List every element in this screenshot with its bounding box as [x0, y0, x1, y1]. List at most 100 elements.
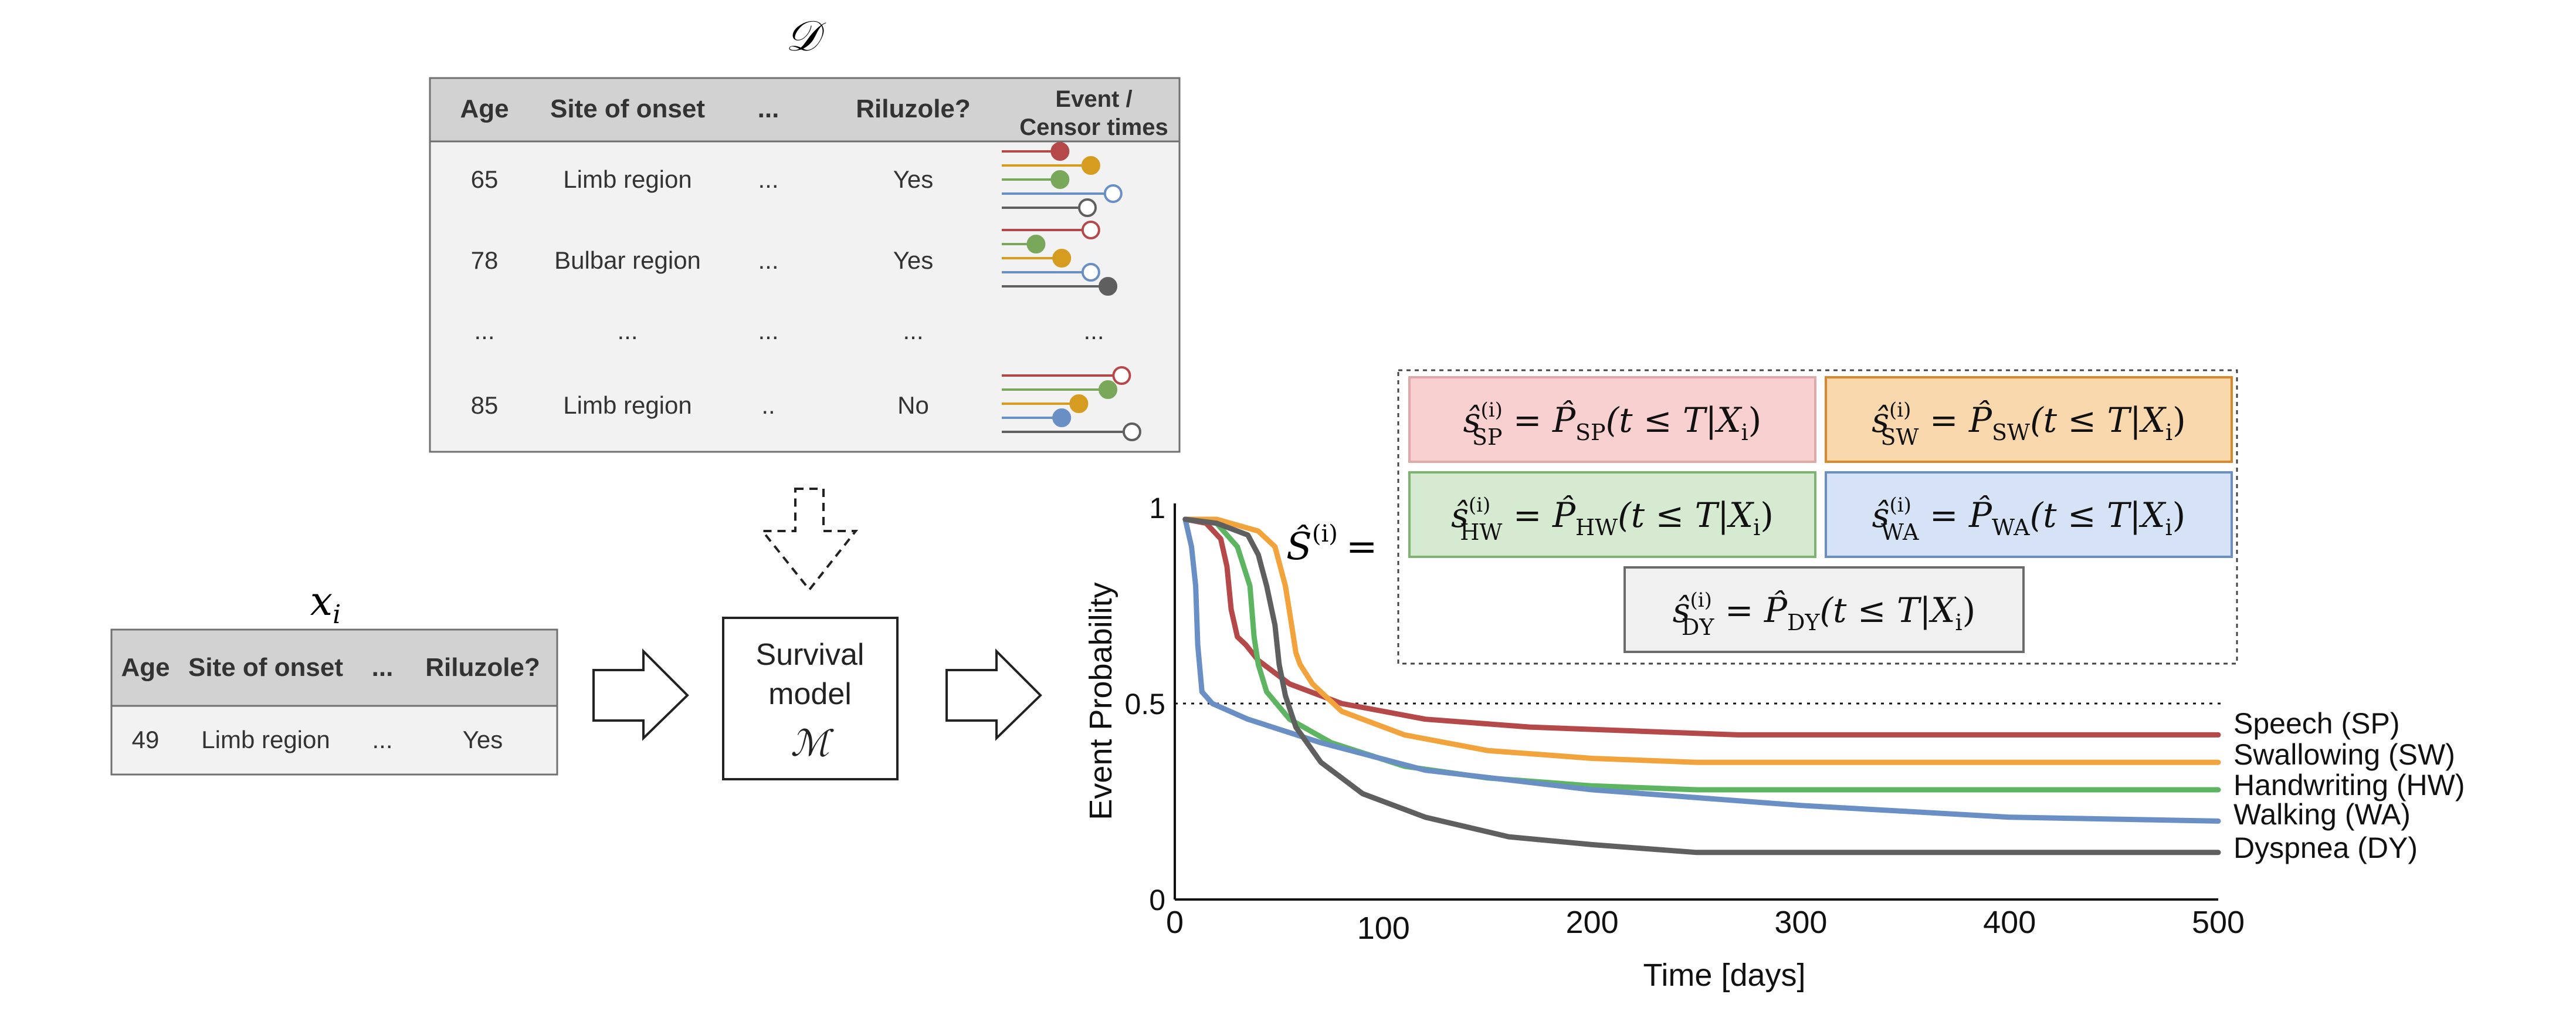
- formula-sub: WA: [1881, 519, 1919, 545]
- patient-cell: 49: [132, 726, 160, 753]
- formula-box-hw: [1408, 471, 1816, 558]
- y-tick-labels: 00.51: [1124, 492, 1165, 917]
- x-tick-label: 0: [1166, 905, 1184, 940]
- dataset-header-censor: Censor times: [1019, 114, 1168, 140]
- formula-sw: ŝ(i) SW = P̂SW(t ≤ T|Xi): [1872, 398, 2186, 450]
- s-hat-equals: =: [1346, 525, 1378, 569]
- dataset-table: 𝒟 Age Site of onset ... Riluzole? Event …: [429, 11, 1181, 453]
- formula-box-sp: [1408, 376, 1816, 463]
- formula-sub: HW: [1575, 515, 1618, 540]
- y-tick-label: 0.5: [1124, 688, 1165, 721]
- legend-label: Walking (WA): [2233, 798, 2411, 831]
- patient-header-ellipsis: ...: [372, 653, 394, 682]
- formula-sup: (i): [1889, 493, 1911, 517]
- dataset-cell: Yes: [893, 246, 934, 274]
- formula-condition: (t ≤ T|X: [1606, 400, 1743, 440]
- patient-cell: Yes: [463, 726, 503, 753]
- dataset-cell: Bulbar region: [554, 246, 701, 274]
- formula-sub: DY: [1787, 610, 1820, 635]
- patient-table: xi Age Site of onset ... Riluzole? 49 Li…: [110, 579, 558, 776]
- formula-wa: ŝ(i) WA = P̂WA(t ≤ T|Xi): [1872, 493, 2186, 545]
- formula-condition: (t ≤ T|X: [1820, 590, 1957, 630]
- patient-header-age: Age: [121, 653, 170, 682]
- series-line-3: [1182, 516, 2221, 824]
- event-marker: [1099, 277, 1118, 296]
- model-label-line2: model: [768, 677, 852, 711]
- formula-sup: (i): [1690, 589, 1711, 612]
- series-line-4: [1182, 516, 2221, 855]
- formula-sub: i: [2165, 515, 2172, 540]
- formula-close: ): [1760, 495, 1774, 535]
- dataset-cell: ...: [1083, 317, 1104, 344]
- formula-equals: =: [1919, 400, 1968, 440]
- x-tick-label: 100: [1357, 911, 1410, 946]
- formula-sup: (i): [1469, 493, 1490, 517]
- right-arrow-output: [945, 648, 1042, 741]
- formula-condition: (t ≤ T|X: [2030, 400, 2167, 440]
- formula-sub: WA: [1992, 515, 2030, 540]
- dataset-cell: ...: [617, 317, 638, 344]
- dataset-header-ellipsis: ...: [758, 94, 779, 123]
- dataset-cell: ...: [758, 165, 778, 193]
- series-line-2: [1182, 516, 2221, 793]
- event-marker: [1052, 408, 1072, 427]
- dashed-down-arrow: [760, 488, 859, 592]
- legend-label: Dyspnea (DY): [2233, 831, 2418, 864]
- s-hat-equation: Ŝ(i) =: [1286, 520, 1377, 569]
- dataset-header-riluzole: Riluzole?: [856, 94, 971, 123]
- x-tick-label: 500: [2192, 905, 2245, 940]
- formula-sub: SP: [1472, 424, 1503, 450]
- dataset-cell: 78: [471, 246, 499, 274]
- formula-sub: SW: [1992, 420, 2030, 445]
- y-tick-label: 0: [1149, 884, 1165, 917]
- legend-label: Swallowing (SW): [2233, 738, 2455, 771]
- legend-label: Speech (SP): [2233, 707, 2399, 740]
- x-tick-label: 200: [1566, 905, 1619, 940]
- formula-sub: HW: [1460, 519, 1502, 545]
- formula-sub: i: [2165, 420, 2172, 445]
- event-marker: [1099, 380, 1118, 399]
- patient-symbol-base: x: [310, 579, 333, 625]
- formula-s-hat: ŝ: [1673, 590, 1690, 630]
- formula-sub: SW: [1880, 424, 1919, 450]
- formula-p-hat: P̂: [1764, 590, 1788, 630]
- formula-condition: (t ≤ T|X: [1618, 495, 1755, 535]
- event-marker: [1050, 142, 1070, 161]
- x-tick-label: 300: [1774, 905, 1827, 940]
- series-legend: Speech (SP)Swallowing (SW)Handwriting (H…: [2233, 707, 2465, 864]
- model-symbol: ℳ: [791, 722, 834, 765]
- dataset-cell: ...: [758, 317, 778, 344]
- formula-s-hat: ŝ: [1463, 400, 1481, 440]
- patient-symbol: xi: [310, 579, 341, 630]
- formula-s-hat: ŝ: [1872, 400, 1889, 440]
- formula-box-dy: [1623, 566, 2025, 653]
- formula-equals: =: [1502, 400, 1552, 440]
- patient-cell: ...: [372, 726, 392, 753]
- formula-close: ): [1748, 400, 1762, 440]
- formula-equals: =: [1502, 495, 1552, 535]
- formula-p-hat: P̂: [1552, 400, 1576, 440]
- formula-sup: (i): [1889, 398, 1911, 422]
- event-censor-timelines: [1002, 142, 1141, 441]
- formula-equals: =: [1714, 590, 1764, 630]
- censor-marker: [1112, 366, 1131, 385]
- dataset-cell: ...: [903, 317, 923, 344]
- series-line-1: [1182, 516, 2221, 765]
- patient-header-site: Site of onset: [188, 653, 343, 682]
- formula-p-hat: P̂: [1968, 495, 1992, 535]
- dataset-cell: ...: [758, 246, 778, 274]
- formula-condition: (t ≤ T|X: [2030, 495, 2167, 535]
- censor-marker: [1103, 184, 1123, 203]
- formula-boxes: ŝ(i) SP = P̂SP(t ≤ T|Xi) ŝ(i) SW = P̂SW(t ≤…: [1408, 376, 2233, 653]
- formula-dy: ŝ(i) DY = P̂DY(t ≤ T|Xi): [1673, 589, 1976, 640]
- formula-sub: SP: [1575, 420, 1606, 445]
- patient-header-riluzole: Riluzole?: [425, 653, 540, 682]
- survival-model-box: Survival model ℳ: [722, 617, 899, 780]
- model-label-line1: Survival: [756, 638, 865, 672]
- dataset-symbol: 𝒟: [785, 11, 826, 60]
- x-tick-labels: 0 100 200 300 400 500: [1166, 905, 2245, 946]
- right-arrow-input: [592, 648, 689, 741]
- dataset-cell: 85: [471, 391, 499, 419]
- dataset-header-event: Event /: [1055, 86, 1132, 112]
